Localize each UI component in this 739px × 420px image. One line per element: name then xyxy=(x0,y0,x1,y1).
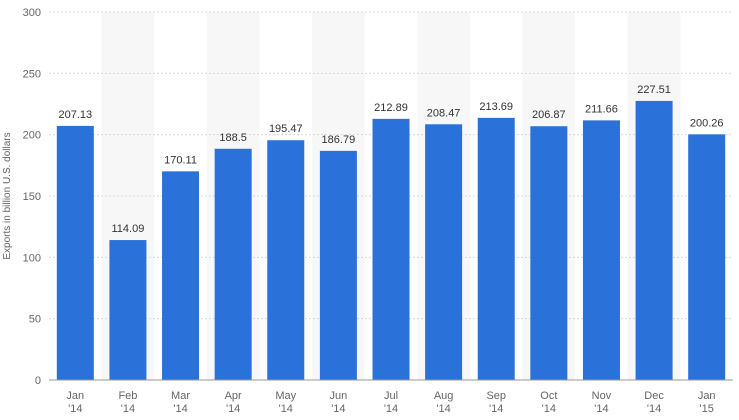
bar xyxy=(688,134,726,380)
y-tick-label: 200 xyxy=(23,130,41,142)
bar xyxy=(162,171,200,380)
x-tick-label: Dec xyxy=(644,390,664,402)
x-tick-label: '14 xyxy=(384,403,398,415)
bar-value-label: 186.79 xyxy=(322,134,356,146)
x-tick-label: Jul xyxy=(384,390,398,402)
bar xyxy=(582,120,620,380)
x-tick-label: '14 xyxy=(594,403,608,415)
y-tick-label: 250 xyxy=(23,68,41,80)
bar-value-label: 208.47 xyxy=(427,107,461,119)
bar xyxy=(319,150,357,380)
x-tick-label: '14 xyxy=(647,403,661,415)
x-tick-label: May xyxy=(275,390,296,402)
bar-value-label: 207.13 xyxy=(58,109,92,121)
x-tick-label: '14 xyxy=(542,403,556,415)
bar-value-label: 188.5 xyxy=(219,132,247,144)
x-tick-label: Mar xyxy=(171,390,190,402)
data-labels: 207.13 114.09 170.11 188.5 195.47 186.79 212.8… xyxy=(58,84,723,235)
x-tick-label: Sep xyxy=(486,390,506,402)
x-tick-label: '14 xyxy=(331,403,345,415)
bar xyxy=(530,126,568,380)
y-tick-label: 300 xyxy=(23,7,41,19)
x-tick-label: Jan xyxy=(66,390,84,402)
bar-value-label: 212.89 xyxy=(374,102,408,114)
bar xyxy=(425,124,463,381)
bar-value-label: 206.87 xyxy=(532,109,566,121)
bar-value-label: 170.11 xyxy=(164,154,197,166)
bars xyxy=(56,100,726,381)
bar-value-label: 211.66 xyxy=(585,103,618,115)
x-tick-label: '15 xyxy=(700,403,714,415)
x-tick-label: Apr xyxy=(225,390,242,402)
x-tick-label: '14 xyxy=(68,403,82,415)
bar xyxy=(372,118,410,381)
bar xyxy=(267,140,305,380)
x-tick-label: '14 xyxy=(173,403,187,415)
bar-value-label: 213.69 xyxy=(479,101,513,113)
y-axis-title: Exports in billion U.S. dollars xyxy=(2,132,13,259)
x-tick-label: Aug xyxy=(434,390,454,402)
bar xyxy=(109,240,147,380)
bar-value-label: 200.26 xyxy=(690,117,724,129)
bar xyxy=(56,125,94,380)
bar xyxy=(214,148,252,380)
y-tick-label: 100 xyxy=(23,252,41,264)
x-tick-label: '14 xyxy=(489,403,503,415)
x-tick-label: Oct xyxy=(540,390,557,402)
x-axis-ticks: Jan'14Feb'14Mar'14Apr'14May'14Jun'14Jul'… xyxy=(66,390,715,415)
bar-value-label: 227.51 xyxy=(637,84,671,96)
bar-value-label: 114.09 xyxy=(112,223,145,235)
y-tick-label: 150 xyxy=(23,191,41,203)
y-tick-label: 50 xyxy=(29,314,41,326)
bar xyxy=(477,117,515,380)
x-tick-label: '14 xyxy=(121,403,135,415)
x-tick-label: Feb xyxy=(118,390,137,402)
y-tick-label: 0 xyxy=(35,375,41,387)
x-tick-label: Jun xyxy=(330,390,348,402)
x-tick-label: '14 xyxy=(436,403,450,415)
y-axis-ticks: 0 50 100 150 200 250 300 xyxy=(23,7,41,387)
x-tick-label: Jan xyxy=(698,390,716,402)
x-tick-label: '14 xyxy=(226,403,240,415)
x-tick-label: '14 xyxy=(279,403,293,415)
bar-value-label: 195.47 xyxy=(269,123,303,135)
x-tick-label: Nov xyxy=(592,390,612,402)
bar xyxy=(635,100,673,380)
